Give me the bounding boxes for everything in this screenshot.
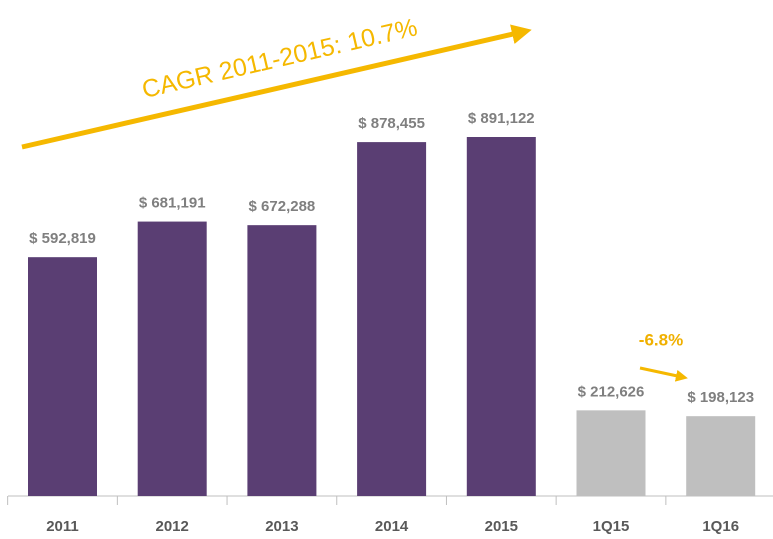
change-label: -6.8% <box>639 330 683 349</box>
value-label: $ 681,191 <box>139 195 206 212</box>
bar <box>686 416 756 496</box>
cagr-arrow <box>21 24 532 150</box>
x-tick-label: 2014 <box>375 518 409 535</box>
bar <box>137 221 207 496</box>
value-label: $ 878,455 <box>358 115 425 132</box>
x-tick-label: 2012 <box>156 518 189 535</box>
value-label: $ 198,123 <box>687 389 754 406</box>
bar <box>576 410 646 496</box>
cagr-label: CAGR 2011-2015: 10.7% <box>139 13 420 104</box>
x-tick-label: 1Q16 <box>702 518 739 535</box>
x-tick-label: 2013 <box>265 518 298 535</box>
value-label: $ 672,288 <box>249 198 316 215</box>
bar <box>247 225 317 496</box>
bar <box>28 257 97 496</box>
value-label: $ 891,122 <box>468 110 535 127</box>
x-tick-label: 2015 <box>485 518 518 535</box>
value-label: $ 592,819 <box>29 230 96 247</box>
x-tick-label: 1Q15 <box>593 518 630 535</box>
bar <box>466 137 536 496</box>
x-tick-label: 2011 <box>46 518 79 535</box>
value-label: $ 212,626 <box>578 383 645 400</box>
bar <box>357 142 427 496</box>
change-arrow <box>639 366 688 382</box>
